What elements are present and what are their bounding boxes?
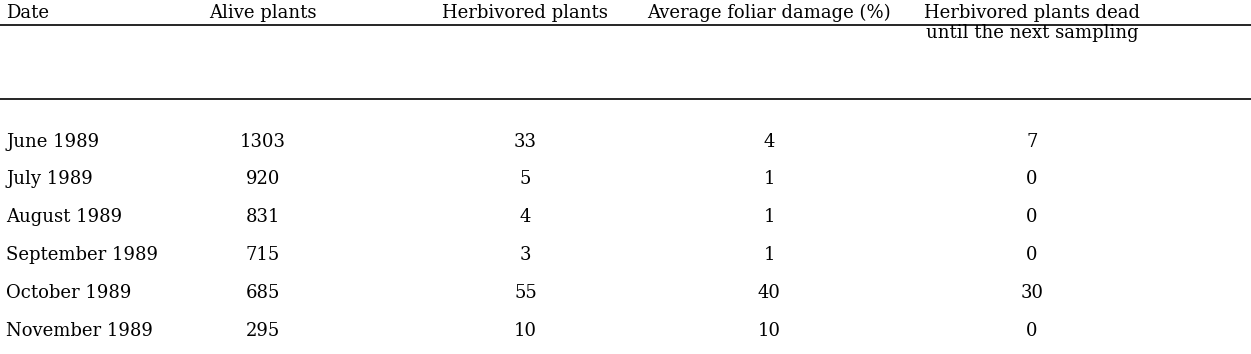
Text: 920: 920 <box>245 171 280 188</box>
Text: 1: 1 <box>763 209 776 226</box>
Text: 715: 715 <box>245 246 280 264</box>
Text: 30: 30 <box>1021 284 1043 302</box>
Text: 10: 10 <box>514 322 537 340</box>
Text: 1: 1 <box>763 246 776 264</box>
Text: 685: 685 <box>245 284 280 302</box>
Text: 0: 0 <box>1026 322 1038 340</box>
Text: Alive plants: Alive plants <box>209 4 317 22</box>
Text: Date: Date <box>6 4 49 22</box>
Text: 4: 4 <box>763 133 776 150</box>
Text: 5: 5 <box>519 171 532 188</box>
Text: 1303: 1303 <box>240 133 285 150</box>
Text: 3: 3 <box>519 246 532 264</box>
Text: July 1989: July 1989 <box>6 171 93 188</box>
Text: August 1989: August 1989 <box>6 209 123 226</box>
Text: Herbivored plants dead
until the next sampling: Herbivored plants dead until the next sa… <box>924 4 1140 42</box>
Text: 33: 33 <box>514 133 537 150</box>
Text: 0: 0 <box>1026 246 1038 264</box>
Text: Average foliar damage (%): Average foliar damage (%) <box>648 4 891 22</box>
Text: June 1989: June 1989 <box>6 133 99 150</box>
Text: 55: 55 <box>514 284 537 302</box>
Text: September 1989: September 1989 <box>6 246 159 264</box>
Text: 7: 7 <box>1026 133 1038 150</box>
Text: 0: 0 <box>1026 209 1038 226</box>
Text: Herbivored plants: Herbivored plants <box>443 4 608 22</box>
Text: 295: 295 <box>245 322 280 340</box>
Text: 0: 0 <box>1026 171 1038 188</box>
Text: 40: 40 <box>758 284 781 302</box>
Text: 4: 4 <box>519 209 532 226</box>
Text: 10: 10 <box>758 322 781 340</box>
Text: 831: 831 <box>245 209 280 226</box>
Text: October 1989: October 1989 <box>6 284 131 302</box>
Text: November 1989: November 1989 <box>6 322 153 340</box>
Text: 1: 1 <box>763 171 776 188</box>
